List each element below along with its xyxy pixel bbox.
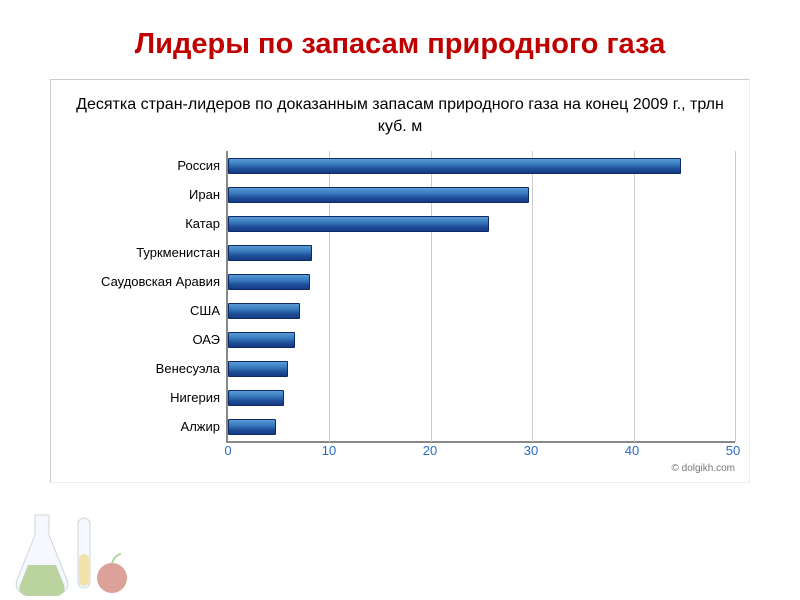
x-axis-tick: 0 xyxy=(224,443,231,458)
bar-row xyxy=(228,151,735,180)
bar xyxy=(228,274,310,290)
x-axis-tick: 40 xyxy=(625,443,639,458)
bar xyxy=(228,419,276,435)
bar-row xyxy=(228,354,735,383)
bar xyxy=(228,158,681,174)
bar-row xyxy=(228,209,735,238)
decor-labware xyxy=(0,510,130,600)
slide-title: Лидеры по запасам природного газа xyxy=(30,28,770,61)
bars-group xyxy=(228,151,735,441)
y-axis-label: Алжир xyxy=(65,420,220,433)
tube-icon xyxy=(78,518,90,588)
bar xyxy=(228,216,489,232)
bar-row xyxy=(228,412,735,441)
bar-row xyxy=(228,238,735,267)
y-axis-label: Нигерия xyxy=(65,391,220,404)
y-axis-label: Иран xyxy=(65,188,220,201)
y-axis-label: Туркменистан xyxy=(65,246,220,259)
y-axis-labels: Россия Иран Катар Туркменистан Саудовская Ар… xyxy=(65,151,226,441)
chart-plot-wrap: Россия Иран Катар Туркменистан Саудовская Ар… xyxy=(65,151,735,443)
bar-row xyxy=(228,325,735,354)
chart-title: Десятка стран-лидеров по доказанным запа… xyxy=(65,94,735,137)
grid-line xyxy=(735,151,736,442)
copyright-label: © dolgikh.com xyxy=(65,463,735,474)
bar xyxy=(228,245,312,261)
bar xyxy=(228,187,529,203)
bar-row xyxy=(228,267,735,296)
bar xyxy=(228,303,300,319)
y-axis-label: ОАЭ xyxy=(65,333,220,346)
y-axis-label: Россия xyxy=(65,159,220,172)
y-axis-label: Катар xyxy=(65,217,220,230)
bar-row xyxy=(228,296,735,325)
x-axis-tick: 30 xyxy=(524,443,538,458)
bar-row xyxy=(228,180,735,209)
x-axis: 01020304050 xyxy=(228,443,733,461)
apple-icon xyxy=(97,554,127,593)
bar xyxy=(228,332,295,348)
chart-container: Десятка стран-лидеров по доказанным запа… xyxy=(50,79,750,483)
bar-row xyxy=(228,383,735,412)
y-axis-label: Саудовская Аравия xyxy=(65,275,220,288)
bar xyxy=(228,361,288,377)
bar xyxy=(228,390,284,406)
y-axis-label: США xyxy=(65,304,220,317)
x-axis-tick: 50 xyxy=(726,443,740,458)
x-axis-tick: 10 xyxy=(322,443,336,458)
plot-area xyxy=(226,151,735,443)
x-axis-tick: 20 xyxy=(423,443,437,458)
slide: Лидеры по запасам природного газа Десятк… xyxy=(0,0,800,600)
flask-icon xyxy=(16,515,68,596)
y-axis-label: Венесуэла xyxy=(65,362,220,375)
